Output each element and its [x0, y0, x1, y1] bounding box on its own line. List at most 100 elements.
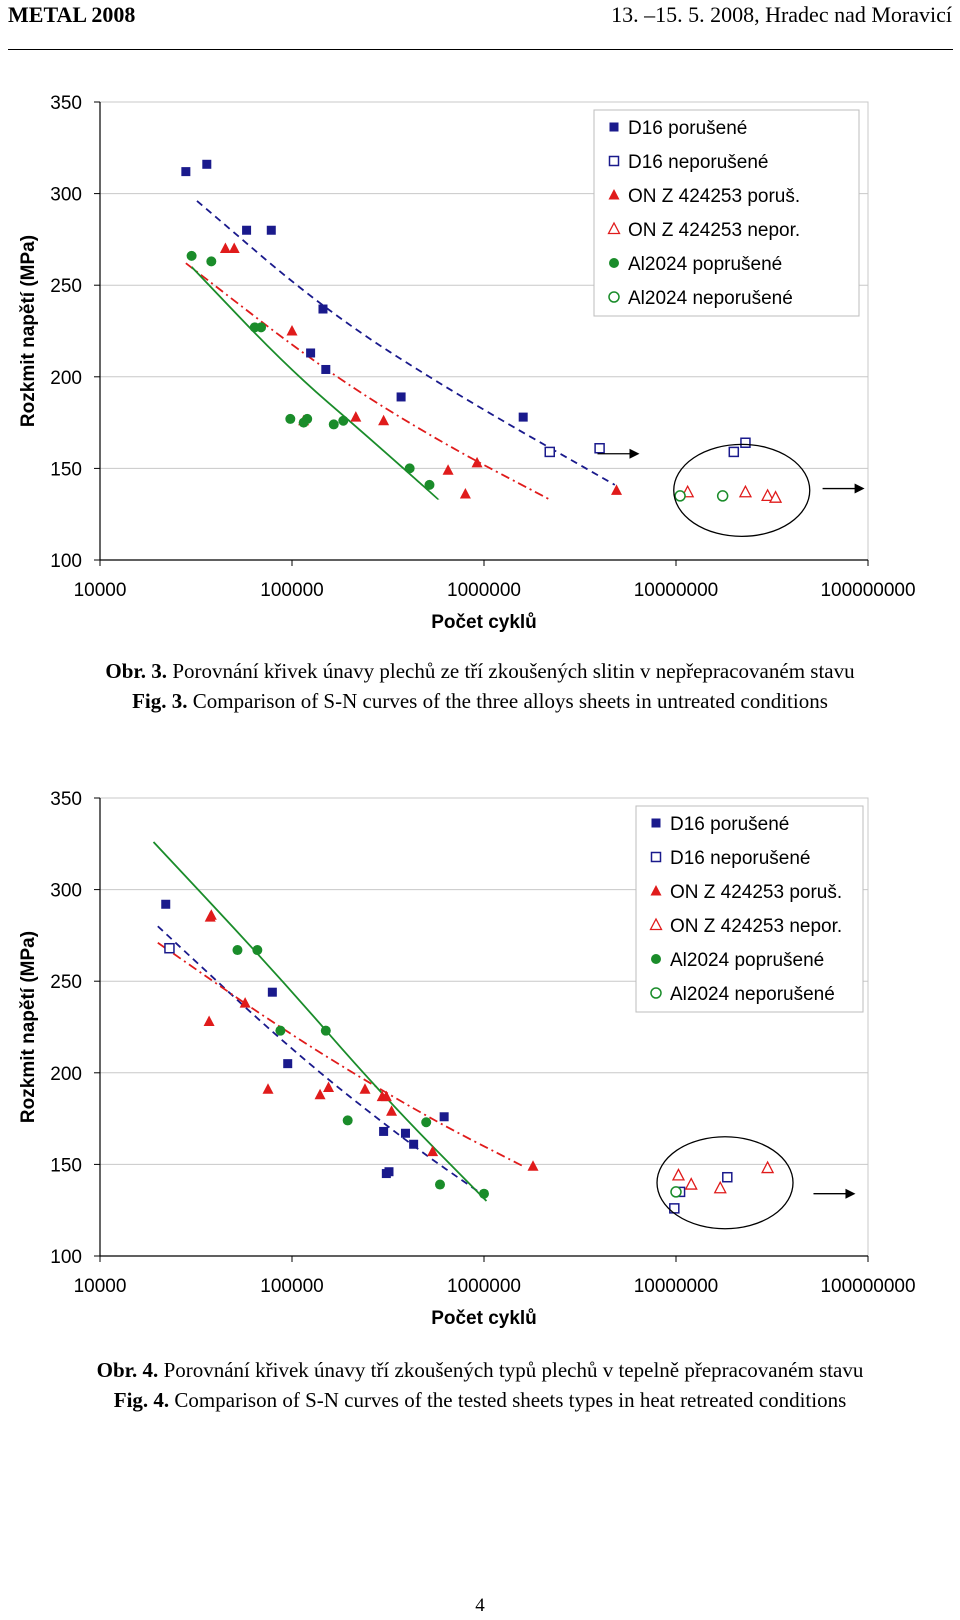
point-d16_f [379, 1126, 389, 1136]
point-onz_o [768, 490, 783, 503]
legend-label: Al2024 poprušené [628, 254, 782, 275]
point-onz_f [427, 1145, 439, 1157]
point-d16_f [318, 304, 328, 314]
legend-label: Al2024 neporušené [628, 288, 793, 309]
point-d16_o [722, 1171, 733, 1183]
runout-ellipse [673, 443, 811, 538]
y-tick-label: 100 [50, 1247, 82, 1268]
legend-marker [650, 987, 662, 999]
point-al_f [424, 479, 435, 490]
runout-arrow-head [629, 448, 640, 459]
point-onz_f [262, 1083, 274, 1094]
header-rule [8, 49, 953, 50]
legend-marker [608, 291, 620, 303]
point-al_f [285, 413, 296, 424]
point-onz_f [611, 484, 623, 495]
x-tick-label: 100000000 [820, 1276, 915, 1297]
x-tick-label: 10000 [74, 580, 127, 601]
y-tick-label: 300 [50, 881, 82, 902]
x-tick-label: 10000000 [634, 1276, 719, 1297]
caption-fig3-cz-text: Porovnání křivek únavy plechů ze tří zko… [167, 659, 855, 683]
point-al_f [256, 322, 267, 333]
y-tick-label: 100 [50, 551, 82, 572]
y-tick-label: 150 [50, 459, 82, 480]
point-onz_f [350, 411, 362, 422]
point-al_f [206, 256, 217, 267]
point-d16_f [400, 1128, 410, 1138]
point-d16_f [396, 392, 406, 402]
runout-ellipse [656, 1136, 794, 1230]
point-d16_f [518, 412, 528, 422]
point-al_f [186, 250, 197, 261]
point-al_f [338, 415, 349, 426]
y-axis-title: Rozkmit napětí (MPa) [18, 235, 39, 427]
caption-fig4-en-label: Fig. 4. [113, 1388, 170, 1412]
x-tick-label: 10000 [74, 1276, 127, 1297]
legend-marker [609, 258, 619, 268]
point-d16_o [544, 446, 555, 458]
x-axis-title: Počet cyklů [431, 1308, 537, 1329]
legend-label: ON Z 424253 poruš. [670, 882, 842, 903]
legend-marker [651, 954, 661, 964]
trendline-d16 [157, 925, 485, 1197]
point-onz_o [713, 1180, 727, 1194]
point-onz_f [228, 242, 240, 254]
y-tick-label: 350 [50, 789, 82, 810]
point-onz_f [380, 1090, 392, 1102]
x-tick-label: 10000000 [634, 580, 719, 601]
caption-fig3-cz-label: Obr. 3. [105, 659, 168, 683]
point-d16_f [321, 364, 331, 374]
legend-label: D16 neporušené [670, 848, 811, 869]
caption-fig3: Obr. 3. Porovnání křivek únavy plechů ze… [0, 656, 960, 716]
caption-fig3-en-text: Comparison of S-N curves of the three al… [187, 689, 828, 713]
legend-box [635, 805, 864, 1013]
trendline-al [190, 266, 440, 501]
point-onz_f [219, 242, 231, 254]
point-d16_f [266, 225, 276, 235]
point-onz_f [204, 911, 216, 922]
point-al_f [342, 1115, 353, 1126]
point-al_f [404, 463, 415, 474]
y-tick-label: 200 [50, 1064, 82, 1085]
trendline-onz [185, 262, 551, 501]
runout-arrow-head [854, 483, 865, 494]
point-d16_o [164, 942, 175, 954]
point-onz_f [527, 1160, 539, 1171]
page-number: 4 [475, 1595, 485, 1616]
legend-marker [650, 851, 662, 863]
y-axis-title: Rozkmit napětí (MPa) [18, 931, 39, 1123]
point-onz_o [738, 484, 753, 498]
legend-label: ON Z 424253 nepor. [670, 916, 842, 937]
point-onz_f [323, 1081, 335, 1092]
point-d16_f [283, 1059, 293, 1069]
point-onz_o [761, 1160, 775, 1174]
point-onz_f [459, 488, 471, 499]
point-al_f [302, 413, 313, 424]
x-axis-title: Počet cyklů [431, 612, 537, 633]
legend-marker [607, 221, 621, 235]
point-d16_o [594, 442, 605, 454]
point-al_f [479, 1188, 489, 1199]
point-onz_o [684, 1177, 698, 1190]
point-al_f [252, 945, 263, 956]
legend-marker [651, 818, 661, 828]
legend-marker [650, 885, 662, 896]
x-tick-label: 100000 [260, 580, 323, 601]
caption-fig4-en-text: Comparison of S-N curves of the tested s… [169, 1388, 847, 1412]
y-tick-label: 200 [50, 368, 82, 389]
runout-arrow-head [845, 1188, 856, 1199]
y-tick-label: 250 [50, 972, 82, 993]
point-al_o [674, 490, 686, 502]
x-tick-label: 1000000 [447, 1276, 521, 1297]
point-onz_f [203, 1015, 215, 1027]
point-al_f [435, 1179, 446, 1190]
point-al_f [328, 419, 339, 430]
x-tick-label: 100000 [260, 1276, 323, 1297]
point-onz_o [761, 488, 775, 502]
chart-fig4: 100 150 200 250 300 350 10000 100000 1000000 1000… [18, 789, 916, 1329]
trendline-al [152, 841, 488, 1202]
legend-label: ON Z 424253 nepor. [628, 220, 800, 241]
trendline-onz [157, 941, 524, 1168]
legend-marker [608, 155, 620, 167]
legend-label: D16 neporušené [628, 152, 769, 173]
